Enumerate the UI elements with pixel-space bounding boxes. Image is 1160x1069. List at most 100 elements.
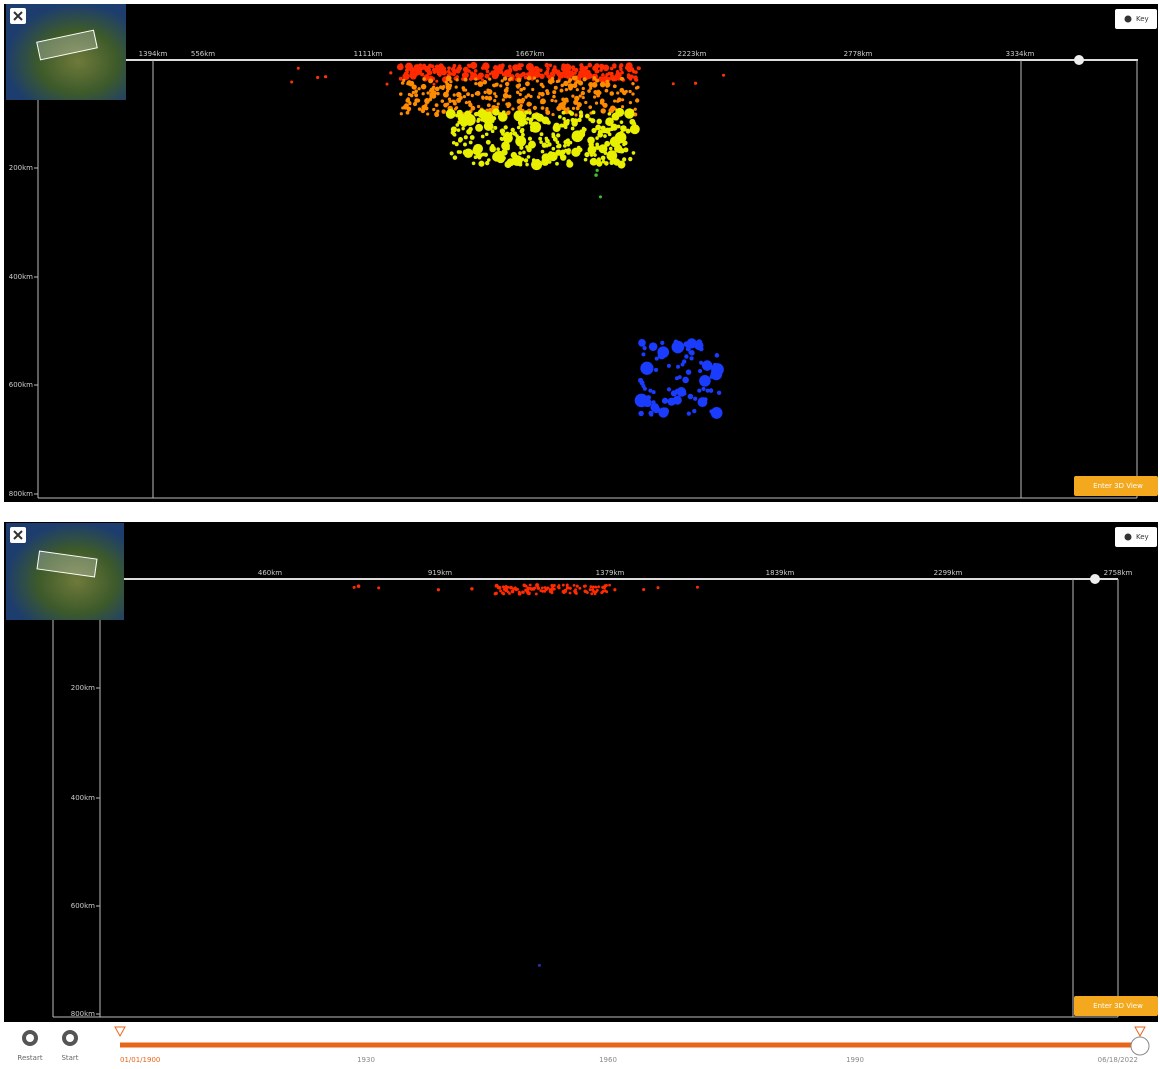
earthquake-dot <box>437 588 440 591</box>
earthquake-dot <box>520 129 525 134</box>
earthquake-dot <box>433 83 436 86</box>
earthquake-dot <box>474 112 479 117</box>
earthquake-dot <box>540 92 545 97</box>
x-distance-label: 1667km <box>516 50 545 58</box>
earthquake-dot <box>612 77 616 81</box>
earthquake-dot <box>530 128 534 132</box>
x-distance-label: 1394km <box>139 50 168 58</box>
earthquake-dot <box>564 125 568 129</box>
earthquake-dot <box>593 153 597 157</box>
earthquake-dot <box>486 140 491 145</box>
earthquake-dot <box>696 339 702 345</box>
timeline-label: 01/01/1900 <box>120 1056 160 1064</box>
earthquake-dot <box>611 72 614 75</box>
earthquake-dot <box>556 140 560 144</box>
earthquake-dot <box>693 397 697 401</box>
earthquake-dot <box>595 79 599 83</box>
earthquake-dot <box>494 592 497 595</box>
earthquake-dot <box>540 132 544 136</box>
earthquake-dot <box>589 585 592 588</box>
earthquake-dot <box>527 591 530 594</box>
earthquake-dot <box>415 94 418 97</box>
earthquake-dot <box>554 99 557 102</box>
earthquake-dot <box>584 101 587 104</box>
earthquake-dot <box>426 91 429 94</box>
earthquake-dot <box>551 113 554 116</box>
earthquake-dot <box>568 110 572 114</box>
earthquake-dot <box>432 108 435 111</box>
earthquake-dot <box>540 101 543 104</box>
earthquake-dot <box>595 70 599 74</box>
earthquake-dot <box>584 158 588 162</box>
earthquake-dot <box>508 592 511 595</box>
earthquake-dot <box>554 86 558 90</box>
earthquake-dot <box>631 92 634 95</box>
timeline-handle[interactable] <box>1131 1037 1149 1055</box>
earthquake-dot <box>628 90 631 93</box>
earthquake-dot <box>671 390 677 396</box>
earthquake-dot <box>481 135 485 139</box>
earthquake-dot <box>535 593 538 596</box>
earthquake-dot <box>503 93 509 99</box>
timeline-label: 1930 <box>357 1056 375 1064</box>
earthquake-dot <box>357 584 361 588</box>
earthquake-dot <box>504 586 507 589</box>
timeline-start-marker[interactable] <box>115 1027 125 1036</box>
earthquake-dot <box>698 369 702 373</box>
earthquake-dot <box>557 72 563 78</box>
earthquake-dot <box>517 78 522 83</box>
section-handle[interactable] <box>1074 55 1084 65</box>
y-depth-label: 400km <box>71 794 95 802</box>
earthquake-dot <box>497 102 500 105</box>
earthquake-dot <box>501 141 510 150</box>
cross-section-panel: 1394km556km1111km1667km2223km2778km3334k… <box>4 4 1158 502</box>
timeline-end-marker[interactable] <box>1135 1027 1145 1036</box>
earthquake-dot <box>582 87 585 90</box>
earthquake-dot <box>552 95 556 99</box>
earthquake-dot <box>629 101 632 104</box>
earthquake-dot <box>545 137 549 141</box>
section-handle[interactable] <box>1090 574 1100 584</box>
earthquake-dot <box>650 403 659 412</box>
earthquake-dot <box>552 147 556 151</box>
earthquake-dot <box>699 375 711 387</box>
earthquake-dot <box>661 407 669 415</box>
earthquake-dot <box>599 195 602 198</box>
earthquake-dot <box>634 79 637 82</box>
earthquake-dot <box>620 77 624 81</box>
earthquake-dot <box>536 159 540 163</box>
earthquake-dot <box>590 592 593 595</box>
earthquake-dot <box>587 63 592 68</box>
earthquake-dot <box>613 99 616 102</box>
earthquake-dot <box>436 92 439 95</box>
earthquake-dot <box>463 150 467 154</box>
earthquake-dot <box>660 341 664 345</box>
earthquake-dot <box>573 584 576 587</box>
earthquake-dot <box>502 592 505 595</box>
earthquake-dot <box>504 125 508 129</box>
earthquake-dot <box>546 120 550 124</box>
earthquake-dot <box>558 587 561 590</box>
earthquake-dot <box>612 137 617 142</box>
earthquake-dot <box>428 78 433 83</box>
earthquake-dot <box>694 82 697 85</box>
earthquake-dot <box>603 589 606 592</box>
earthquake-dot <box>451 131 455 135</box>
earthquake-dot <box>658 351 666 359</box>
earthquake-dot <box>353 586 356 589</box>
earthquake-dot <box>541 587 544 590</box>
earthquake-dot <box>470 135 475 140</box>
earthquake-dot <box>464 78 468 82</box>
earthquake-dot <box>432 91 437 96</box>
earthquake-dot <box>466 92 470 96</box>
earthquake-dot <box>377 586 380 589</box>
earthquake-dot <box>632 70 636 74</box>
earthquake-dot <box>596 94 600 98</box>
earthquake-dot <box>532 158 536 162</box>
earthquake-dot <box>521 133 525 137</box>
earthquake-dot <box>436 110 439 113</box>
earthquake-dot <box>572 76 576 80</box>
earthquake-dot <box>509 132 513 136</box>
earthquake-dot <box>602 103 605 106</box>
earthquake-dot <box>452 72 456 76</box>
